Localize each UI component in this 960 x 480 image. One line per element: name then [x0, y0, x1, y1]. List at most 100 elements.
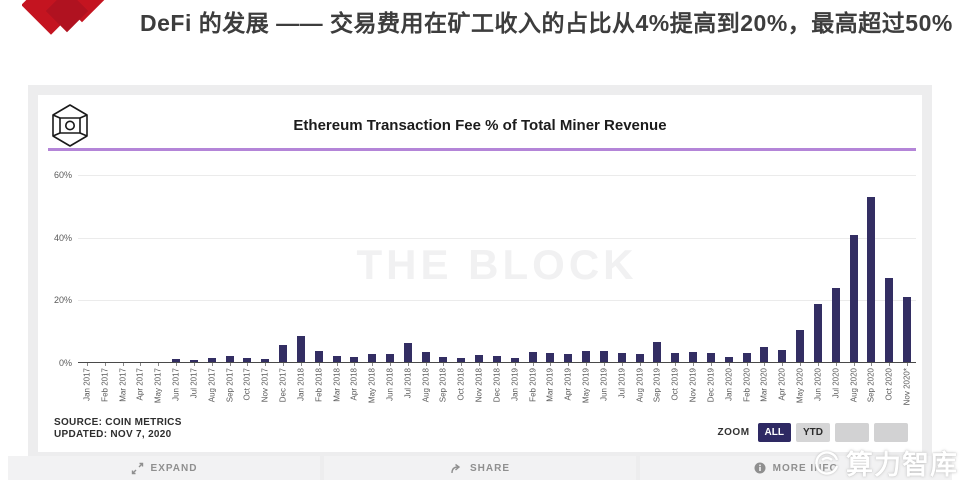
- x-tick-mark: [907, 363, 908, 366]
- x-tick-label: Dec 2019: [706, 368, 716, 403]
- bar-oct-2019[interactable]: [671, 353, 680, 363]
- bar-oct-2020[interactable]: [885, 278, 894, 363]
- toolbar-button-label: EXPAND: [150, 462, 198, 474]
- red-gem-icon: [22, 0, 111, 50]
- bar-series: [78, 151, 916, 363]
- bar-slot: [577, 151, 595, 363]
- bar-feb-2018[interactable]: [314, 351, 323, 363]
- bar-sep-2019[interactable]: [653, 342, 662, 363]
- zoom-button-all[interactable]: ALL: [757, 423, 791, 442]
- bar-slot: [631, 151, 649, 363]
- x-tick-label: Feb 2019: [528, 368, 538, 402]
- bar-nov-2019[interactable]: [689, 352, 698, 363]
- bar-jun-2017[interactable]: [172, 359, 181, 363]
- bar-slot: [791, 151, 809, 363]
- x-tick-mark: [800, 363, 802, 366]
- bar-mar-2018[interactable]: [332, 356, 341, 363]
- bar-jan-2020[interactable]: [724, 357, 733, 363]
- bar-jul-2017[interactable]: [189, 360, 198, 363]
- toolbar-more-info-button[interactable]: MORE INFO: [640, 456, 952, 480]
- bar-apr-2019[interactable]: [564, 354, 573, 363]
- x-tick-mark: [283, 363, 285, 366]
- bar-sep-2020[interactable]: [867, 197, 876, 363]
- x-tick-mark: [550, 363, 552, 366]
- x-tick-label: Sep 2020: [866, 368, 876, 403]
- bar-may-2018[interactable]: [368, 354, 377, 363]
- bar-nov-2017[interactable]: [261, 359, 270, 363]
- the-block-cube-icon: [52, 104, 88, 147]
- bar-slot: [720, 151, 738, 363]
- x-tick-label: Jun 2017: [171, 368, 181, 401]
- zoom-button-blank-3[interactable]: [874, 423, 908, 442]
- bar-aug-2019[interactable]: [635, 354, 644, 363]
- bar-sep-2018[interactable]: [439, 357, 448, 363]
- toolbar-share-button[interactable]: SHARE: [324, 456, 636, 480]
- toolbar-expand-button[interactable]: EXPAND: [8, 456, 320, 480]
- bar-may-2020[interactable]: [796, 330, 805, 363]
- bar-aug-2020[interactable]: [849, 235, 858, 363]
- bar-oct-2017[interactable]: [243, 358, 252, 363]
- zoom-button-ytd[interactable]: YTD: [796, 423, 830, 442]
- x-label-slot: May 2019: [577, 363, 595, 423]
- bar-jul-2018[interactable]: [403, 343, 412, 363]
- bar-slot: [345, 151, 363, 363]
- x-axis-line: [78, 362, 916, 363]
- bar-dec-2018[interactable]: [492, 356, 501, 363]
- bar-slot: [827, 151, 845, 363]
- bar-apr-2018[interactable]: [350, 357, 359, 363]
- y-tick-label: 20%: [53, 295, 72, 306]
- x-tick-mark: [782, 363, 784, 366]
- accent-rule: [48, 148, 916, 151]
- share-icon: [450, 462, 463, 475]
- bar-nov-2018[interactable]: [475, 355, 484, 363]
- page-title: DeFi 的发展 —— 交易费用在矿工收入的占比从4%提高到20%，最高超过50…: [140, 10, 953, 36]
- x-tick-mark: [336, 363, 338, 366]
- bar-jun-2018[interactable]: [385, 354, 394, 363]
- bar-feb-2020[interactable]: [742, 353, 751, 363]
- x-tick-mark: [693, 363, 695, 366]
- bar-mar-2020[interactable]: [760, 347, 769, 363]
- bar-slot: [684, 151, 702, 363]
- x-label-slot: Aug 2018: [417, 363, 435, 423]
- x-label-slot: Aug 2017: [203, 363, 221, 423]
- bar-jul-2020[interactable]: [831, 288, 840, 363]
- bar-oct-2018[interactable]: [457, 358, 466, 363]
- x-tick-label: Jun 2019: [599, 368, 609, 401]
- x-label-slot: May 2020: [791, 363, 809, 423]
- bar-slot: [755, 151, 773, 363]
- x-tick-mark: [603, 363, 605, 366]
- bar-jan-2018[interactable]: [296, 336, 305, 363]
- bar-slot: [131, 151, 149, 363]
- x-tick-label: Jan 2020: [724, 368, 734, 401]
- bar-apr-2020[interactable]: [778, 350, 787, 363]
- bar-aug-2017[interactable]: [207, 358, 216, 363]
- bar-aug-2018[interactable]: [421, 352, 430, 363]
- zoom-button-blank-2[interactable]: [835, 423, 869, 442]
- bar-slot: [506, 151, 524, 363]
- bar-sep-2017[interactable]: [225, 356, 234, 363]
- bar-mar-2019[interactable]: [546, 353, 555, 363]
- bar-jun-2020[interactable]: [813, 304, 822, 363]
- x-tick-mark: [461, 363, 463, 366]
- bar-jan-2019[interactable]: [510, 358, 519, 363]
- bar-dec-2019[interactable]: [706, 353, 715, 363]
- x-tick-mark: [443, 363, 445, 366]
- x-tick-mark: [675, 363, 677, 366]
- x-tick-label: Oct 2018: [456, 368, 466, 401]
- x-tick-label: Dec 2017: [278, 368, 288, 403]
- x-label-slot: Nov 2018: [470, 363, 488, 423]
- bar-jul-2019[interactable]: [617, 353, 626, 363]
- bar-may-2019[interactable]: [582, 351, 591, 363]
- x-tick-label: Dec 2018: [492, 368, 502, 403]
- x-label-slot: Mar 2019: [542, 363, 560, 423]
- x-tick-mark: [532, 363, 534, 366]
- x-tick-mark: [568, 363, 570, 366]
- bar-jun-2019[interactable]: [599, 351, 608, 363]
- bar-feb-2019[interactable]: [528, 352, 537, 363]
- x-tick-label: Apr 2019: [563, 368, 573, 401]
- bar-slot: [328, 151, 346, 363]
- bar-nov-2020-[interactable]: [903, 297, 911, 363]
- x-label-slot: Apr 2019: [559, 363, 577, 423]
- bar-slot: [738, 151, 756, 363]
- bar-dec-2017[interactable]: [279, 345, 288, 363]
